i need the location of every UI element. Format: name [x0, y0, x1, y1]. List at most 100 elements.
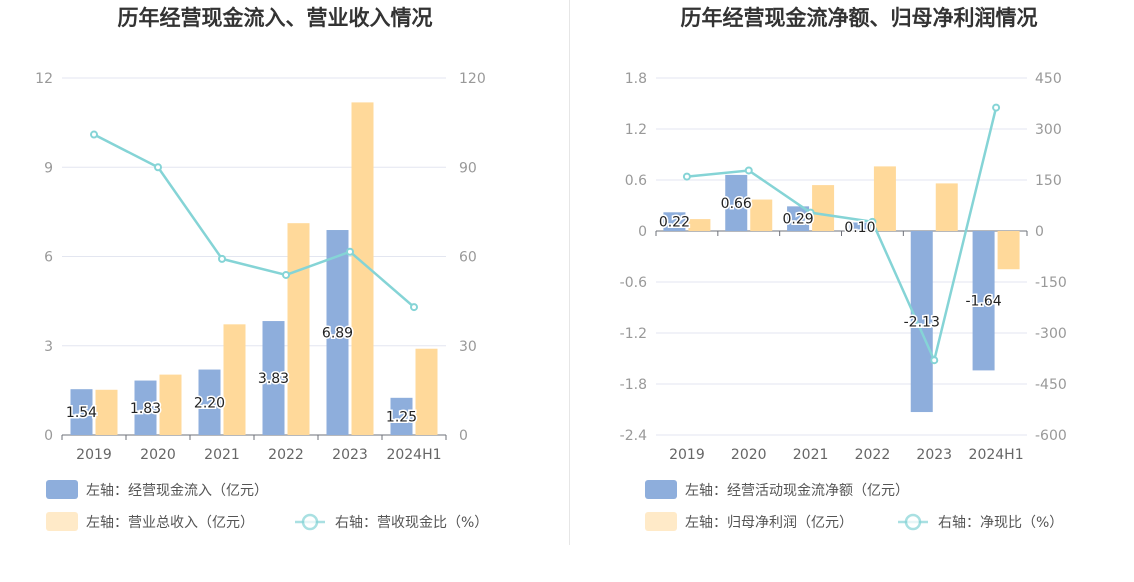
data-label: 3.83 [258, 371, 289, 387]
legend-label: 左轴：经营活动现金流净额（亿元） [685, 483, 909, 499]
data-label: -2.13 [904, 315, 940, 331]
y-left-tick-label: 0.6 [625, 173, 647, 189]
y-right-tick-label: 450 [1035, 71, 1062, 87]
data-label: 6.89 [322, 326, 353, 342]
bar-orange [873, 166, 896, 231]
x-tick-label: 2019 [669, 447, 705, 463]
line-series [93, 133, 415, 309]
legend-swatch-marker [301, 513, 319, 531]
bar-orange [935, 183, 958, 231]
bar-orange [997, 231, 1020, 270]
x-tick-label: 2022 [855, 447, 891, 463]
chart-cash-inflow-revenue: 历年经营现金流入、营业收入情况 0 0 3 30 6 60 9 90 12 120 2019 2020 2… [35, 6, 488, 531]
bar-blue [70, 389, 93, 435]
bar-orange [351, 102, 374, 436]
bar-blue [663, 212, 686, 231]
bar-blue [787, 206, 810, 231]
y-left-tick-label: 3 [44, 339, 53, 355]
bar-blue [972, 231, 995, 371]
x-tick-label: 2020 [731, 447, 767, 463]
data-label: 1.54 [66, 405, 97, 421]
x-tick-label: 2019 [76, 447, 112, 463]
x-tick-label: 2023 [916, 447, 952, 463]
y-left-tick-label: 12 [35, 71, 53, 87]
line-series [686, 107, 998, 365]
x-tick-label: 2020 [140, 447, 176, 463]
y-left-tick-label: -1.8 [620, 377, 647, 393]
x-tick-label: 2021 [793, 447, 829, 463]
legend-swatch-blue [645, 480, 677, 499]
line-point [992, 103, 1001, 112]
bar-blue [134, 380, 157, 435]
legend-swatch-orange [645, 512, 677, 531]
y-left-tick-label: 1.2 [625, 122, 647, 138]
panel-divider [569, 0, 570, 545]
bar-blue [262, 321, 285, 435]
chart-net-cashflow-profit: 历年经营现金流净额、归母净利润情况 -2.4 -600 -1.8 -450 -1.2 -30… [620, 6, 1067, 531]
legend-swatch-marker [904, 513, 922, 531]
bar-blue [910, 231, 933, 413]
x-tick-label: 2024H1 [386, 447, 441, 463]
bar-orange [287, 223, 310, 435]
bar-orange [812, 185, 835, 231]
y-right-tick-label: -600 [1035, 428, 1067, 444]
y-right-tick-label: -150 [1035, 275, 1067, 291]
bar-orange [159, 374, 182, 435]
bar-orange [415, 348, 438, 435]
y-right-tick-label: 0 [1035, 224, 1044, 240]
bar-blue [326, 230, 349, 435]
data-label: -1.64 [965, 294, 1001, 310]
bar-blue [198, 369, 221, 435]
y-right-tick-label: 150 [1035, 173, 1062, 189]
legend-swatch-blue [46, 480, 78, 499]
line-point [218, 254, 226, 263]
y-left-tick-label: 6 [44, 250, 53, 266]
legend-label: 左轴：经营现金流入（亿元） [86, 483, 268, 499]
line-point [346, 247, 354, 256]
line-point [154, 163, 162, 172]
data-label: 0.10 [844, 220, 875, 236]
x-tick-label: 2022 [268, 447, 304, 463]
data-label: 0.29 [782, 212, 813, 228]
legend-label: 左轴：归母净利润（亿元） [685, 514, 853, 531]
y-left-tick-label: 0 [638, 224, 647, 240]
y-left-tick-label: 9 [44, 160, 53, 176]
data-label: 1.83 [130, 401, 161, 417]
y-right-tick-label: 90 [459, 160, 477, 176]
chart-title: 历年经营现金流净额、归母净利润情况 [681, 6, 1038, 30]
y-right-tick-label: 30 [459, 339, 477, 355]
bar-orange [223, 324, 246, 435]
y-left-tick-label: -1.2 [620, 326, 647, 342]
y-right-tick-label: -300 [1035, 326, 1067, 342]
line-point [90, 130, 98, 139]
line-point [868, 217, 877, 226]
legend-swatch-orange [46, 512, 78, 531]
data-label: 1.25 [386, 409, 417, 425]
y-left-tick-label: 1.8 [625, 71, 647, 87]
bar-orange [688, 219, 711, 231]
chart-title: 历年经营现金流入、营业收入情况 [118, 6, 433, 30]
bar-blue [848, 222, 871, 231]
bar-blue [390, 397, 413, 435]
line-point [282, 270, 290, 279]
line-point [930, 356, 939, 365]
data-label: 0.22 [659, 215, 690, 231]
bar-orange [750, 199, 773, 231]
legend-label: 左轴：营业总收入（亿元） [86, 515, 254, 531]
y-left-tick-label: -0.6 [620, 275, 647, 291]
y-right-tick-label: 300 [1035, 122, 1062, 138]
bar-orange [95, 389, 118, 435]
y-right-tick-label: -450 [1035, 377, 1067, 393]
x-tick-label: 2024H1 [969, 447, 1024, 463]
legend-label: 右轴：营收现金比（%） [335, 515, 488, 531]
y-right-tick-label: 60 [459, 250, 477, 266]
data-label: 0.66 [721, 196, 752, 212]
y-right-tick-label: 120 [459, 71, 486, 87]
bar-blue [725, 174, 748, 231]
y-left-tick-label: -2.4 [620, 428, 647, 444]
x-tick-label: 2021 [204, 447, 240, 463]
y-right-tick-label: 0 [459, 428, 468, 444]
line-point [744, 166, 753, 175]
y-left-tick-label: 0 [44, 428, 53, 444]
legend-label: 右轴：净现比（%） [938, 515, 1063, 531]
